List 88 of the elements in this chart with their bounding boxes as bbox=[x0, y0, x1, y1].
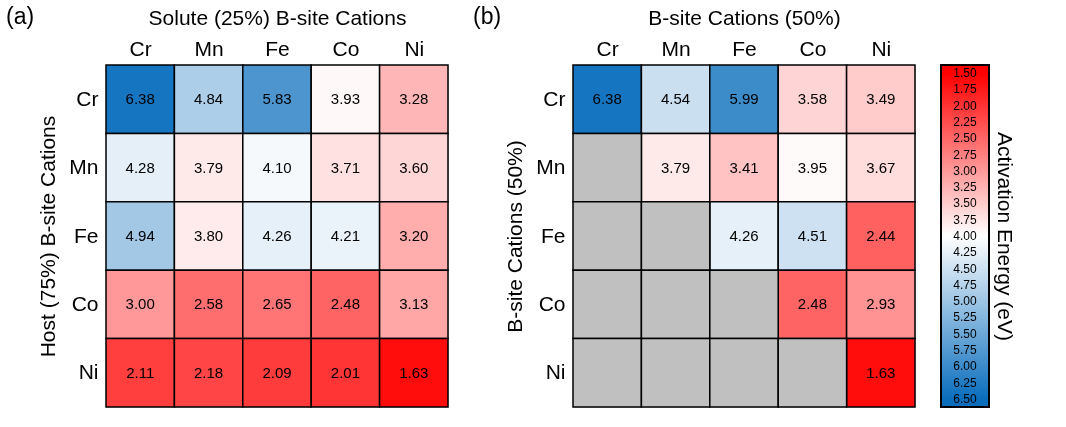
color-bar-label: 4.75 bbox=[953, 277, 977, 292]
data-label: 2.44 bbox=[866, 227, 896, 244]
x-axis-title: Solute (25%) B-site Cations bbox=[148, 5, 407, 29]
data-label: 2.48 bbox=[797, 295, 827, 313]
y-tick-label: Co bbox=[538, 291, 566, 315]
data-label: 3.58 bbox=[797, 90, 827, 108]
color-bar-label: 5.75 bbox=[953, 343, 977, 357]
data-label: 3.93 bbox=[330, 90, 360, 108]
data-label: 5.83 bbox=[262, 90, 292, 108]
data-label: 4.26 bbox=[262, 227, 292, 244]
x-tick-label: Mn bbox=[661, 36, 691, 60]
chart-title: (b) bbox=[473, 3, 502, 29]
data-label: 3.80 bbox=[194, 227, 224, 244]
x-tick-label: Cr bbox=[596, 36, 619, 60]
y-tick-label: Mn bbox=[536, 155, 566, 179]
data-label: 3.71 bbox=[330, 158, 360, 176]
data-label: 5.99 bbox=[729, 90, 759, 108]
data-label: 4.21 bbox=[330, 227, 360, 244]
y-tick-label: Cr bbox=[76, 86, 99, 110]
color-bar-label: 3.75 bbox=[953, 212, 977, 227]
x-tick-label: Mn bbox=[194, 36, 224, 60]
y-axis-title: B-site Cations (50%) bbox=[503, 140, 527, 333]
data-label: 4.28 bbox=[125, 158, 155, 176]
data-label: 3.79 bbox=[661, 158, 691, 176]
data-label: 4.26 bbox=[729, 227, 759, 244]
color-bar-label: 4.25 bbox=[953, 245, 977, 260]
x-tick-label: Cr bbox=[129, 36, 152, 60]
data-label: 4.51 bbox=[797, 227, 827, 244]
color-bar-label: 3.50 bbox=[953, 196, 977, 211]
data-label: 4.10 bbox=[262, 158, 292, 176]
color-bar-label: 1.75 bbox=[953, 82, 977, 97]
y-tick-label: Mn bbox=[69, 155, 99, 179]
y-tick-label: Fe bbox=[73, 223, 99, 247]
data-label: 3.60 bbox=[399, 158, 429, 176]
x-axis-title: B-site Cations (50%) bbox=[648, 5, 841, 29]
color-bar-label: 4.50 bbox=[953, 261, 977, 276]
data-label: 3.13 bbox=[399, 295, 429, 313]
color-bar-label: 6.25 bbox=[953, 375, 977, 390]
color-bar-label: 2.00 bbox=[953, 98, 977, 113]
data-label: 3.28 bbox=[399, 90, 429, 108]
y-tick-label: Fe bbox=[540, 223, 566, 247]
data-label: 2.09 bbox=[262, 363, 292, 381]
color-bar-label: 6.50 bbox=[953, 391, 977, 406]
data-label: 2.65 bbox=[262, 295, 292, 313]
color-bar-label: 3.25 bbox=[953, 180, 977, 195]
data-label: 3.00 bbox=[125, 295, 155, 313]
x-tick-label: Fe bbox=[265, 36, 290, 60]
data-label: 2.01 bbox=[330, 363, 360, 381]
color-bar-label: 2.25 bbox=[953, 115, 977, 129]
y-axis-title: Host (75%) B-site Cations bbox=[36, 115, 60, 358]
y-tick-label: Cr bbox=[543, 86, 566, 110]
data-label: 2.93 bbox=[866, 295, 896, 313]
color-bar-label: 2.75 bbox=[953, 147, 977, 162]
data-label: 3.67 bbox=[866, 158, 896, 176]
data-label: 6.38 bbox=[592, 90, 622, 108]
data-label: 3.79 bbox=[194, 158, 224, 176]
x-tick-label: Ni bbox=[404, 36, 425, 60]
data-label: 4.54 bbox=[661, 90, 691, 108]
color-bar-label: 5.50 bbox=[953, 326, 977, 341]
data-label: 1.63 bbox=[866, 363, 896, 381]
color-bar-label: 5.25 bbox=[953, 310, 977, 325]
color-bar-label: 1.50 bbox=[953, 66, 977, 81]
x-tick-label: Co bbox=[332, 36, 360, 60]
data-label: 2.18 bbox=[194, 363, 224, 381]
data-label: 1.63 bbox=[399, 363, 429, 381]
data-label: 2.58 bbox=[194, 295, 224, 313]
data-label: 2.48 bbox=[330, 295, 360, 313]
color-bar-label: 2.50 bbox=[953, 131, 977, 146]
x-tick-label: Co bbox=[799, 36, 827, 60]
data-label: 3.20 bbox=[399, 227, 429, 244]
y-tick-label: Co bbox=[71, 291, 99, 315]
color-bar-label: 3.00 bbox=[953, 163, 977, 178]
chart-title: (a) bbox=[6, 3, 35, 29]
x-tick-label: Ni bbox=[871, 36, 892, 60]
data-label: 4.94 bbox=[125, 227, 155, 244]
data-label: 3.49 bbox=[866, 90, 896, 108]
y-tick-label: Ni bbox=[545, 360, 566, 384]
data-label: 3.41 bbox=[729, 158, 759, 176]
y-tick-label: Ni bbox=[78, 360, 99, 384]
color-bar-label: 5.00 bbox=[953, 294, 977, 309]
color-bar-title: Activation Energy (eV) bbox=[993, 132, 1017, 341]
data-label: 3.95 bbox=[797, 158, 827, 176]
data-label: 6.38 bbox=[125, 90, 155, 108]
x-tick-label: Fe bbox=[732, 36, 757, 60]
data-label: 2.11 bbox=[126, 363, 155, 381]
data-label: 4.84 bbox=[194, 90, 224, 108]
color-bar-label: 4.00 bbox=[953, 229, 977, 243]
color-bar-label: 6.00 bbox=[953, 359, 977, 374]
